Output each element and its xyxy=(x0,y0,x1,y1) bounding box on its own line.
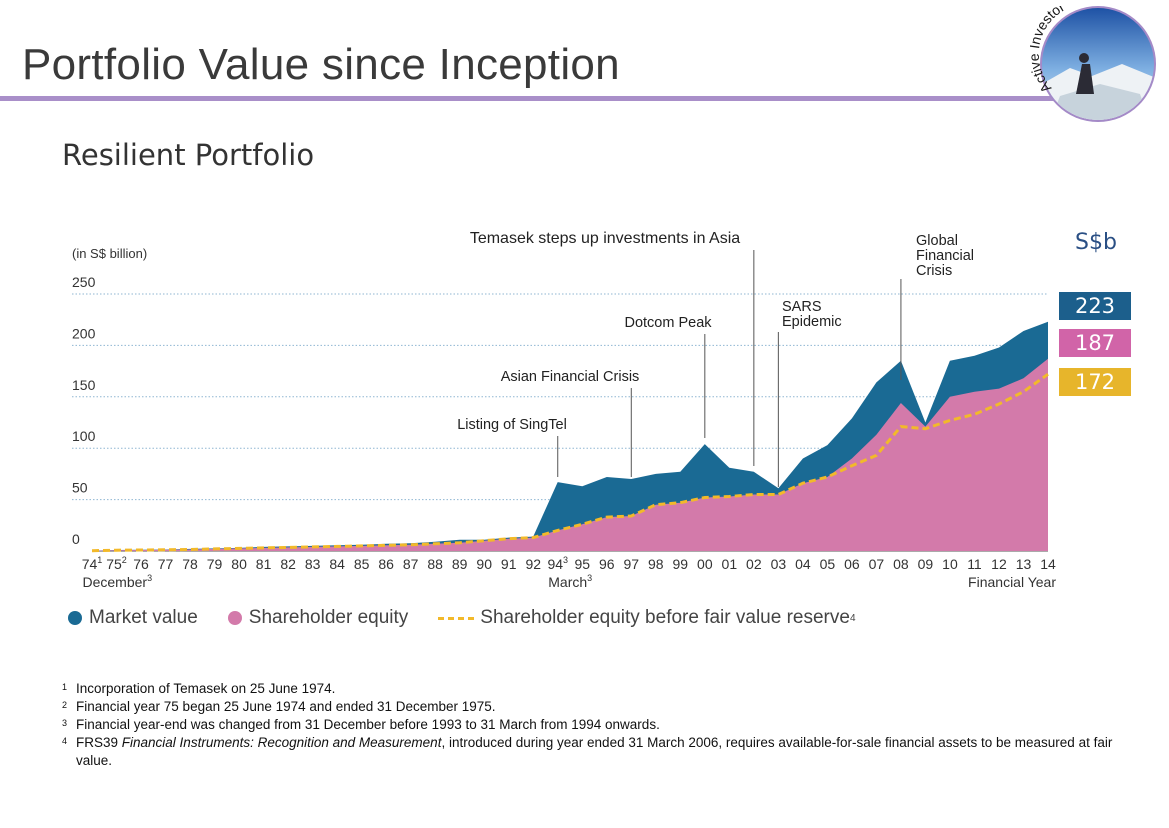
x-tick-label: 09 xyxy=(918,556,934,572)
x-tick-label: 752 xyxy=(106,555,127,572)
x-tick-label: 04 xyxy=(795,556,811,572)
y-tick-label: 200 xyxy=(72,325,96,341)
x-tick-label: 86 xyxy=(378,556,394,572)
x-tick-label: 89 xyxy=(452,556,468,572)
footnote-2: 2 Financial year 75 began 25 June 1974 a… xyxy=(62,698,1142,716)
footnote-4: 4 FRS39 Financial Instruments: Recogniti… xyxy=(62,734,1142,770)
x-tick-label: 943 xyxy=(547,555,568,572)
footnote-text: Financial year 75 began 25 June 1974 and… xyxy=(76,699,496,714)
x-tick-label: 06 xyxy=(844,556,860,572)
x-tick-label: 80 xyxy=(231,556,247,572)
x-tick-label: 10 xyxy=(942,556,958,572)
x-tick-label: 97 xyxy=(623,556,639,572)
y-tick-label: 250 xyxy=(72,274,96,290)
x-axis-note: March3 xyxy=(548,573,592,590)
x-tick-label: 92 xyxy=(525,556,541,572)
footnote-number: 3 xyxy=(62,718,68,728)
x-tick-label: 95 xyxy=(574,556,590,572)
market-value-end-badge: 223 xyxy=(1059,292,1131,320)
chart-subtitle: Resilient Portfolio xyxy=(62,138,315,172)
x-axis-note: Financial Year xyxy=(968,574,1056,590)
title-divider xyxy=(0,96,1060,101)
y-tick-label: 100 xyxy=(72,428,96,444)
equity-before-fvr-end-badge: 172 xyxy=(1059,368,1131,396)
annotation-label: Temasek steps up investments in Asia xyxy=(470,230,740,247)
annotation-label: Listing of SingTel xyxy=(457,417,567,433)
x-tick-label: 00 xyxy=(697,556,713,572)
active-investor-logo: Active Investor xyxy=(1026,0,1166,122)
shareholder-equity-end-badge: 187 xyxy=(1059,329,1131,357)
x-tick-label: 98 xyxy=(648,556,664,572)
legend-market-value-swatch xyxy=(68,611,82,625)
footnote-3: 3 Financial year-end was changed from 31… xyxy=(62,716,1142,734)
x-tick-label: 91 xyxy=(501,556,517,572)
unit-label: S$b xyxy=(1075,230,1117,255)
footnote-text: FRS39 Financial Instruments: Recognition… xyxy=(76,735,1113,768)
y-tick-label: 50 xyxy=(72,480,88,496)
x-tick-label: 99 xyxy=(673,556,689,572)
x-tick-label: 05 xyxy=(820,556,836,572)
legend-equity-before-fvr: Shareholder equity before fair value res… xyxy=(438,607,856,629)
x-tick-label: 81 xyxy=(256,556,272,572)
shareholder-equity-area xyxy=(92,358,1048,551)
footnote-1: 1 Incorporation of Temasek on 25 June 19… xyxy=(62,680,1142,698)
annotation-label: Asian Financial Crisis xyxy=(501,369,640,385)
annotation-label: Global Financial Crisis xyxy=(916,233,974,279)
x-tick-label: 07 xyxy=(869,556,885,572)
x-tick-label: 13 xyxy=(1016,556,1032,572)
page-title: Portfolio Value since Inception xyxy=(22,40,620,89)
legend-footnote-mark: 4 xyxy=(849,612,856,624)
footnote-number: 2 xyxy=(62,700,68,710)
y-axis-label: (in S$ billion) xyxy=(72,246,147,261)
annotation-label: SARS Epidemic xyxy=(782,299,842,330)
footnote-number: 4 xyxy=(62,736,68,746)
y-tick-label: 150 xyxy=(72,377,96,393)
equity-before-fvr-line xyxy=(91,372,1049,553)
x-tick-label: 14 xyxy=(1040,556,1056,572)
x-tick-label: 83 xyxy=(305,556,321,572)
footnote-number: 1 xyxy=(62,682,68,692)
legend-equity-before-fvr-swatch xyxy=(438,616,475,620)
x-tick-label: 01 xyxy=(722,556,738,572)
x-tick-label: 77 xyxy=(158,556,174,572)
x-tick-label: 03 xyxy=(771,556,787,572)
x-tick-label: 02 xyxy=(746,556,762,572)
x-tick-label: 79 xyxy=(207,556,223,572)
legend-market-value-label: Market value xyxy=(89,607,198,628)
legend-market-value: Market value xyxy=(68,607,198,629)
x-tick-label: 76 xyxy=(133,556,149,572)
legend-shareholder-equity-swatch xyxy=(227,611,242,625)
x-tick-label: 88 xyxy=(427,556,443,572)
x-tick-label: 12 xyxy=(991,556,1007,572)
x-tick-label: 741 xyxy=(82,555,103,572)
footnote-text: Financial year-end was changed from 31 D… xyxy=(76,717,660,732)
footnote-text: Incorporation of Temasek on 25 June 1974… xyxy=(76,681,336,696)
x-tick-label: 87 xyxy=(403,556,419,572)
y-tick-label: 0 xyxy=(72,531,80,547)
x-tick-label: 11 xyxy=(967,556,982,572)
legend-shareholder-equity-label: Shareholder equity xyxy=(248,607,409,628)
legend-shareholder-equity: Shareholder equity xyxy=(227,607,409,629)
x-tick-label: 90 xyxy=(476,556,492,572)
chart-legend: Market value Shareholder equity Sharehol… xyxy=(68,607,886,629)
footnotes: 1 Incorporation of Temasek on 25 June 19… xyxy=(62,680,1142,770)
x-axis-note: December3 xyxy=(83,573,153,590)
annotation-label: Dotcom Peak xyxy=(624,315,712,331)
x-tick-label: 08 xyxy=(893,556,909,572)
legend-equity-before-fvr-label: Shareholder equity before fair value res… xyxy=(480,607,850,628)
x-tick-label: 85 xyxy=(354,556,370,572)
x-tick-label: 78 xyxy=(182,556,198,572)
x-tick-label: 84 xyxy=(329,556,345,572)
x-tick-label: 96 xyxy=(599,556,615,572)
x-tick-label: 82 xyxy=(280,556,296,572)
